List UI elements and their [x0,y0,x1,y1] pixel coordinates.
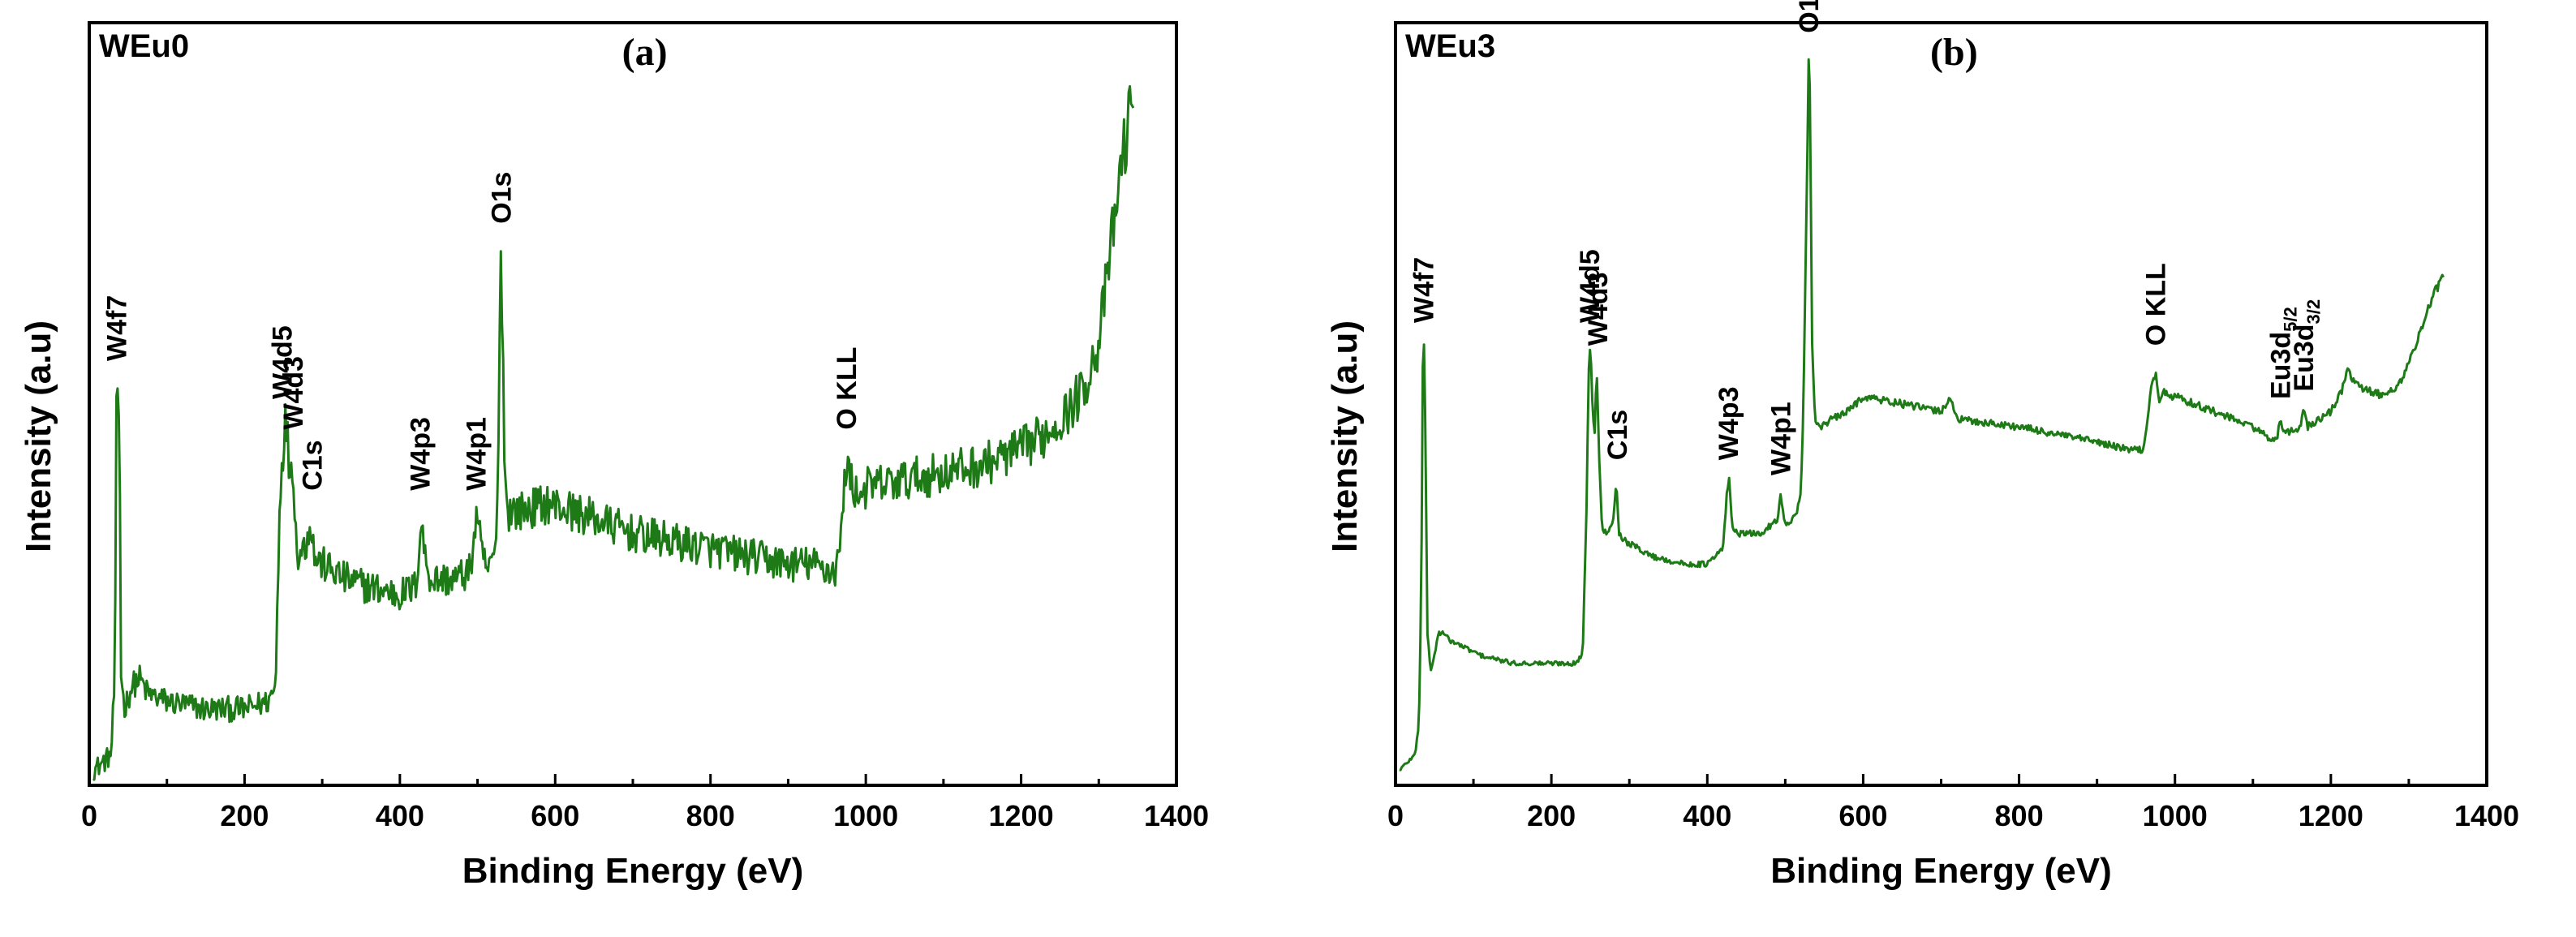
x-tick-label: 400 [1683,799,1731,832]
peak-label: W4d5 [267,325,298,399]
x-tick-label: 1200 [2299,799,2363,832]
x-tick-label: 0 [81,799,97,832]
x-tick-label: 1000 [833,799,898,832]
peak-label: O1s [486,172,517,224]
peak-label: W4d3 [278,356,309,430]
y-axis-title: Intensity (a.u) [19,320,58,552]
x-tick-label: 200 [220,799,269,832]
peak-label: W4p3 [406,417,437,491]
x-tick-label: 600 [1838,799,1887,832]
x-tick-label: 800 [686,799,735,832]
peak-label: C1s [1602,410,1633,460]
peak-label: O1s [1794,0,1825,33]
peak-label: W4p1 [1766,402,1797,475]
panel-label: (b) [1930,31,1978,74]
chart-panel-b: 0 200 400 600 800 1000 1200 1400 Binding Energy … [1325,0,2519,891]
peak-label: C1s [298,440,329,490]
y-axis-title: Intensity (a.u) [1325,320,1365,552]
x-tick-label: 400 [376,799,424,832]
peak-label: O KLL [832,347,862,430]
x-tick-label: 200 [1527,799,1576,832]
x-tick-label: 800 [1995,799,2044,832]
x-tick-label: 1400 [1144,799,1209,832]
panel-label: (a) [622,31,668,74]
x-axis-title: Binding Energy (eV) [1770,851,2111,891]
sample-label: WEu0 [99,28,189,64]
x-tick-label: 0 [1387,799,1404,832]
spectrum-line [1399,58,2445,772]
x-tick-label: 1000 [2143,799,2208,832]
peak-label: Eu3d3/2 [2289,299,2324,392]
spectrum-line [92,84,1135,782]
plot-frame [88,21,1178,787]
peak-label: W4d3 [1583,273,1614,346]
x-axis-title: Binding Energy (eV) [462,851,803,891]
peak-label: W4f7 [1409,257,1440,323]
peak-label: W4d5 [1575,249,1606,323]
x-tick-label: 1400 [2454,799,2519,832]
peak-label: W4p3 [1714,387,1744,461]
sample-label: WEu3 [1405,28,1495,64]
peak-label: W4f7 [102,295,133,361]
plot-frame [1394,21,2488,787]
x-tick-label: 600 [531,799,579,832]
peak-label: W4p1 [462,417,492,491]
chart-panel-a: 0 200 400 600 800 1000 1200 1400 Binding Energy … [19,21,1209,891]
x-tick-label: 1200 [989,799,1054,832]
peak-label: O KLL [2141,263,2172,346]
peak-label: Eu3d5/2 [2265,307,2300,399]
